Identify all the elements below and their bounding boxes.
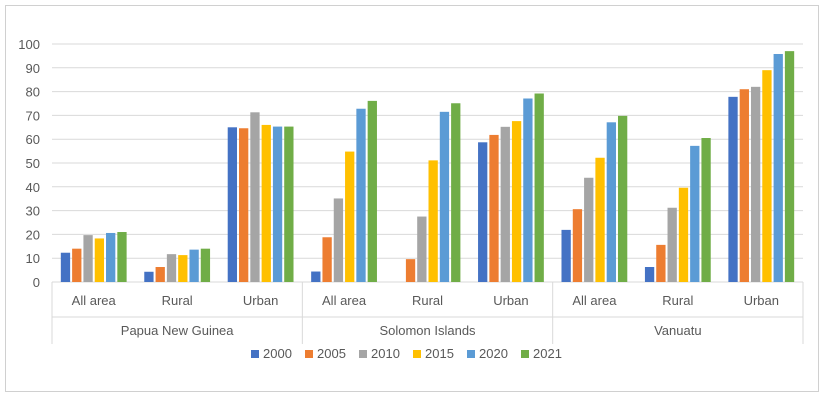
bar-2015: [94, 238, 105, 282]
y-tick-label: 70: [26, 108, 40, 123]
bar-2010: [166, 254, 177, 282]
bar-2000: [227, 127, 238, 282]
category-label: All area: [572, 293, 617, 308]
category-label: All area: [322, 293, 367, 308]
bar-2021: [117, 232, 127, 282]
bar-2015: [678, 187, 689, 282]
bar-2000: [644, 267, 655, 282]
bar-2005: [572, 209, 583, 282]
bar-2015: [595, 157, 605, 282]
legend-label: 2005: [317, 346, 346, 361]
bar-2020: [106, 232, 116, 282]
legend-label: 2010: [371, 346, 400, 361]
y-tick-label: 20: [26, 227, 40, 242]
bar-2020: [189, 249, 199, 282]
group-label: Vanuatu: [654, 323, 701, 338]
y-tick-label: 10: [26, 251, 40, 266]
group-label: Papua New Guinea: [121, 323, 235, 338]
bar-2020: [773, 53, 783, 282]
bar-2010: [667, 207, 677, 282]
bar-2005: [656, 244, 666, 282]
bar-2000: [478, 142, 488, 282]
bar-2020: [439, 111, 450, 282]
bar-2015: [261, 124, 271, 282]
bar-2015: [428, 160, 438, 282]
category-label: Urban: [243, 293, 278, 308]
y-tick-label: 60: [26, 132, 40, 147]
legend-swatch-2000: [251, 350, 259, 358]
bar-2021: [200, 248, 211, 282]
bar-2000: [311, 271, 321, 282]
category-label: Rural: [162, 293, 193, 308]
bar-2020: [523, 98, 533, 282]
bar-2005: [155, 267, 165, 282]
bar-2005: [405, 259, 416, 282]
bar-2000: [60, 252, 71, 282]
category-label: Urban: [493, 293, 528, 308]
bar-2000: [728, 96, 738, 282]
legend-swatch-2005: [305, 350, 313, 358]
y-tick-label: 50: [26, 156, 40, 171]
y-tick-label: 90: [26, 61, 40, 76]
category-label: Urban: [744, 293, 779, 308]
bar-2021: [451, 103, 461, 283]
y-tick-label: 80: [26, 85, 40, 100]
bar-2010: [250, 112, 260, 282]
legend-swatch-2021: [521, 350, 529, 358]
bar-2021: [367, 100, 377, 282]
bar-2010: [584, 177, 594, 282]
bar-2021: [784, 51, 795, 282]
bar-2010: [500, 126, 510, 282]
bar-2000: [561, 229, 571, 282]
category-label: Rural: [412, 293, 443, 308]
bar-2015: [511, 121, 522, 282]
bar-2005: [489, 134, 499, 282]
legend-label: 2021: [533, 346, 562, 361]
bar-2005: [739, 89, 749, 282]
bar-2015: [178, 255, 188, 282]
bar-2020: [606, 122, 616, 282]
category-label: All area: [72, 293, 117, 308]
bar-2000: [144, 271, 154, 282]
chart-frame: [5, 5, 819, 392]
bar-2010: [750, 86, 761, 282]
bar-2010: [333, 198, 344, 282]
bar-2010: [83, 235, 93, 282]
bar-2015: [762, 70, 772, 283]
y-tick-label: 40: [26, 180, 40, 195]
legend-swatch-2020: [467, 350, 475, 358]
bar-2021: [534, 93, 544, 282]
group-label: Solomon Islands: [379, 323, 476, 338]
bar-2020: [272, 126, 283, 282]
legend-label: 2020: [479, 346, 508, 361]
bar-2005: [239, 128, 249, 282]
legend-swatch-2015: [413, 350, 421, 358]
legend-label: 2000: [263, 346, 292, 361]
bar-2020: [356, 108, 366, 283]
bar-2015: [345, 151, 355, 282]
category-label: Rural: [662, 293, 693, 308]
bar-2005: [322, 237, 332, 282]
y-tick-label: 100: [18, 37, 40, 52]
legend-label: 2015: [425, 346, 454, 361]
bar-2010: [417, 216, 427, 282]
bar-2020: [690, 145, 700, 282]
y-tick-label: 30: [26, 204, 40, 219]
bar-2021: [284, 126, 294, 282]
legend-swatch-2010: [359, 350, 367, 358]
y-tick-label: 0: [33, 275, 40, 290]
bar-2021: [617, 115, 628, 282]
bar-2005: [72, 248, 82, 282]
bar-2021: [701, 138, 711, 282]
